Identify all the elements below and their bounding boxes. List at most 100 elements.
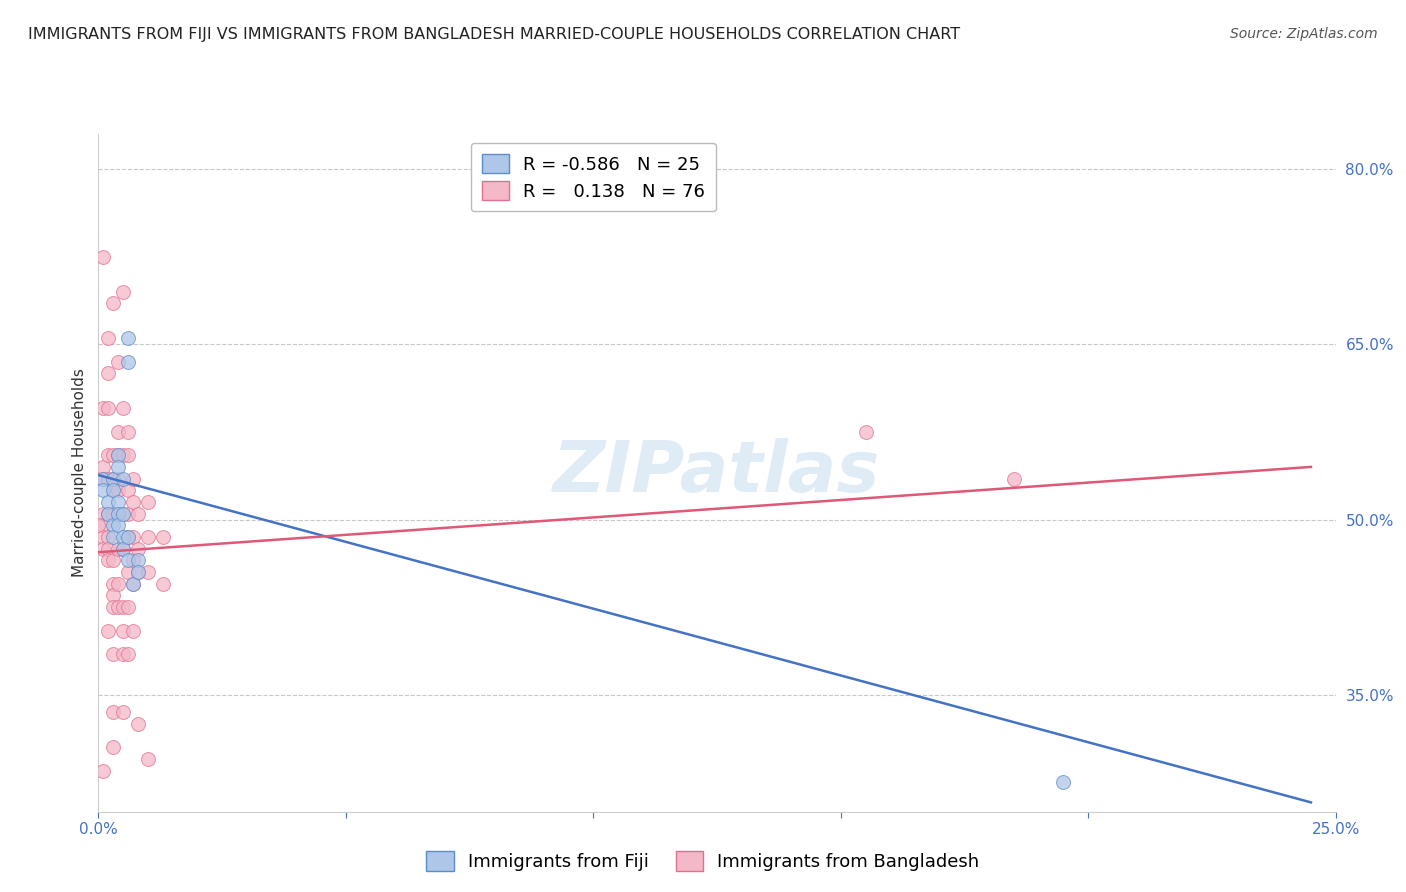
Point — [87, 518, 110, 533]
Point — [112, 507, 135, 521]
Point — [117, 507, 139, 521]
Point — [97, 507, 120, 521]
Point — [112, 530, 135, 544]
Point — [117, 565, 139, 579]
Point — [93, 472, 115, 486]
Point — [107, 425, 129, 439]
Point — [127, 717, 149, 731]
Point — [1002, 472, 1025, 486]
Legend: R = -0.586   N = 25, R =   0.138   N = 76: R = -0.586 N = 25, R = 0.138 N = 76 — [471, 143, 716, 211]
Point — [97, 507, 120, 521]
Point — [112, 541, 135, 556]
Point — [112, 507, 135, 521]
Point — [103, 553, 125, 567]
Point — [97, 495, 120, 509]
Point — [127, 507, 149, 521]
Point — [122, 472, 145, 486]
Point — [112, 706, 135, 720]
Point — [97, 448, 120, 462]
Point — [93, 530, 115, 544]
Point — [97, 530, 120, 544]
Point — [112, 472, 135, 486]
Point — [93, 250, 115, 264]
Point — [107, 355, 129, 369]
Point — [117, 331, 139, 345]
Point — [112, 624, 135, 638]
Point — [117, 600, 139, 615]
Point — [112, 600, 135, 615]
Point — [103, 530, 125, 544]
Point — [107, 459, 129, 474]
Point — [107, 448, 129, 462]
Point — [103, 296, 125, 310]
Text: ZIPatlas: ZIPatlas — [554, 438, 880, 508]
Point — [136, 565, 159, 579]
Point — [136, 530, 159, 544]
Text: Source: ZipAtlas.com: Source: ZipAtlas.com — [1230, 27, 1378, 41]
Point — [103, 576, 125, 591]
Point — [107, 576, 129, 591]
Point — [117, 530, 139, 544]
Point — [93, 764, 115, 778]
Point — [117, 425, 139, 439]
Point — [107, 483, 129, 498]
Point — [93, 518, 115, 533]
Point — [117, 530, 139, 544]
Point — [107, 518, 129, 533]
Point — [107, 507, 129, 521]
Point — [103, 472, 125, 486]
Point — [103, 706, 125, 720]
Point — [127, 565, 149, 579]
Point — [103, 448, 125, 462]
Point — [103, 518, 125, 533]
Point — [122, 576, 145, 591]
Text: IMMIGRANTS FROM FIJI VS IMMIGRANTS FROM BANGLADESH MARRIED-COUPLE HOUSEHOLDS COR: IMMIGRANTS FROM FIJI VS IMMIGRANTS FROM … — [28, 27, 960, 42]
Point — [122, 624, 145, 638]
Point — [1052, 775, 1074, 789]
Point — [117, 448, 139, 462]
Point — [103, 647, 125, 661]
Point — [127, 541, 149, 556]
Point — [97, 367, 120, 381]
Point — [112, 541, 135, 556]
Legend: Immigrants from Fiji, Immigrants from Bangladesh: Immigrants from Fiji, Immigrants from Ba… — [419, 844, 987, 879]
Point — [93, 472, 115, 486]
Point — [136, 752, 159, 766]
Point — [93, 459, 115, 474]
Point — [136, 495, 159, 509]
Point — [107, 507, 129, 521]
Point — [107, 448, 129, 462]
Point — [97, 553, 120, 567]
Point — [107, 600, 129, 615]
Point — [93, 507, 115, 521]
Point — [122, 576, 145, 591]
Point — [112, 448, 135, 462]
Point — [122, 495, 145, 509]
Point — [93, 541, 115, 556]
Point — [127, 565, 149, 579]
Point — [117, 355, 139, 369]
Point — [97, 541, 120, 556]
Point — [103, 472, 125, 486]
Point — [97, 331, 120, 345]
Point — [97, 472, 120, 486]
Point — [107, 541, 129, 556]
Point — [117, 647, 139, 661]
Y-axis label: Married-couple Households: Married-couple Households — [72, 368, 87, 577]
Point — [117, 483, 139, 498]
Point — [152, 576, 174, 591]
Point — [855, 425, 877, 439]
Point — [103, 600, 125, 615]
Point — [112, 285, 135, 299]
Point — [122, 530, 145, 544]
Point — [103, 589, 125, 603]
Point — [117, 553, 139, 567]
Point — [97, 624, 120, 638]
Point — [97, 401, 120, 416]
Point — [93, 483, 115, 498]
Point — [93, 401, 115, 416]
Point — [103, 740, 125, 755]
Point — [112, 401, 135, 416]
Point — [112, 647, 135, 661]
Point — [152, 530, 174, 544]
